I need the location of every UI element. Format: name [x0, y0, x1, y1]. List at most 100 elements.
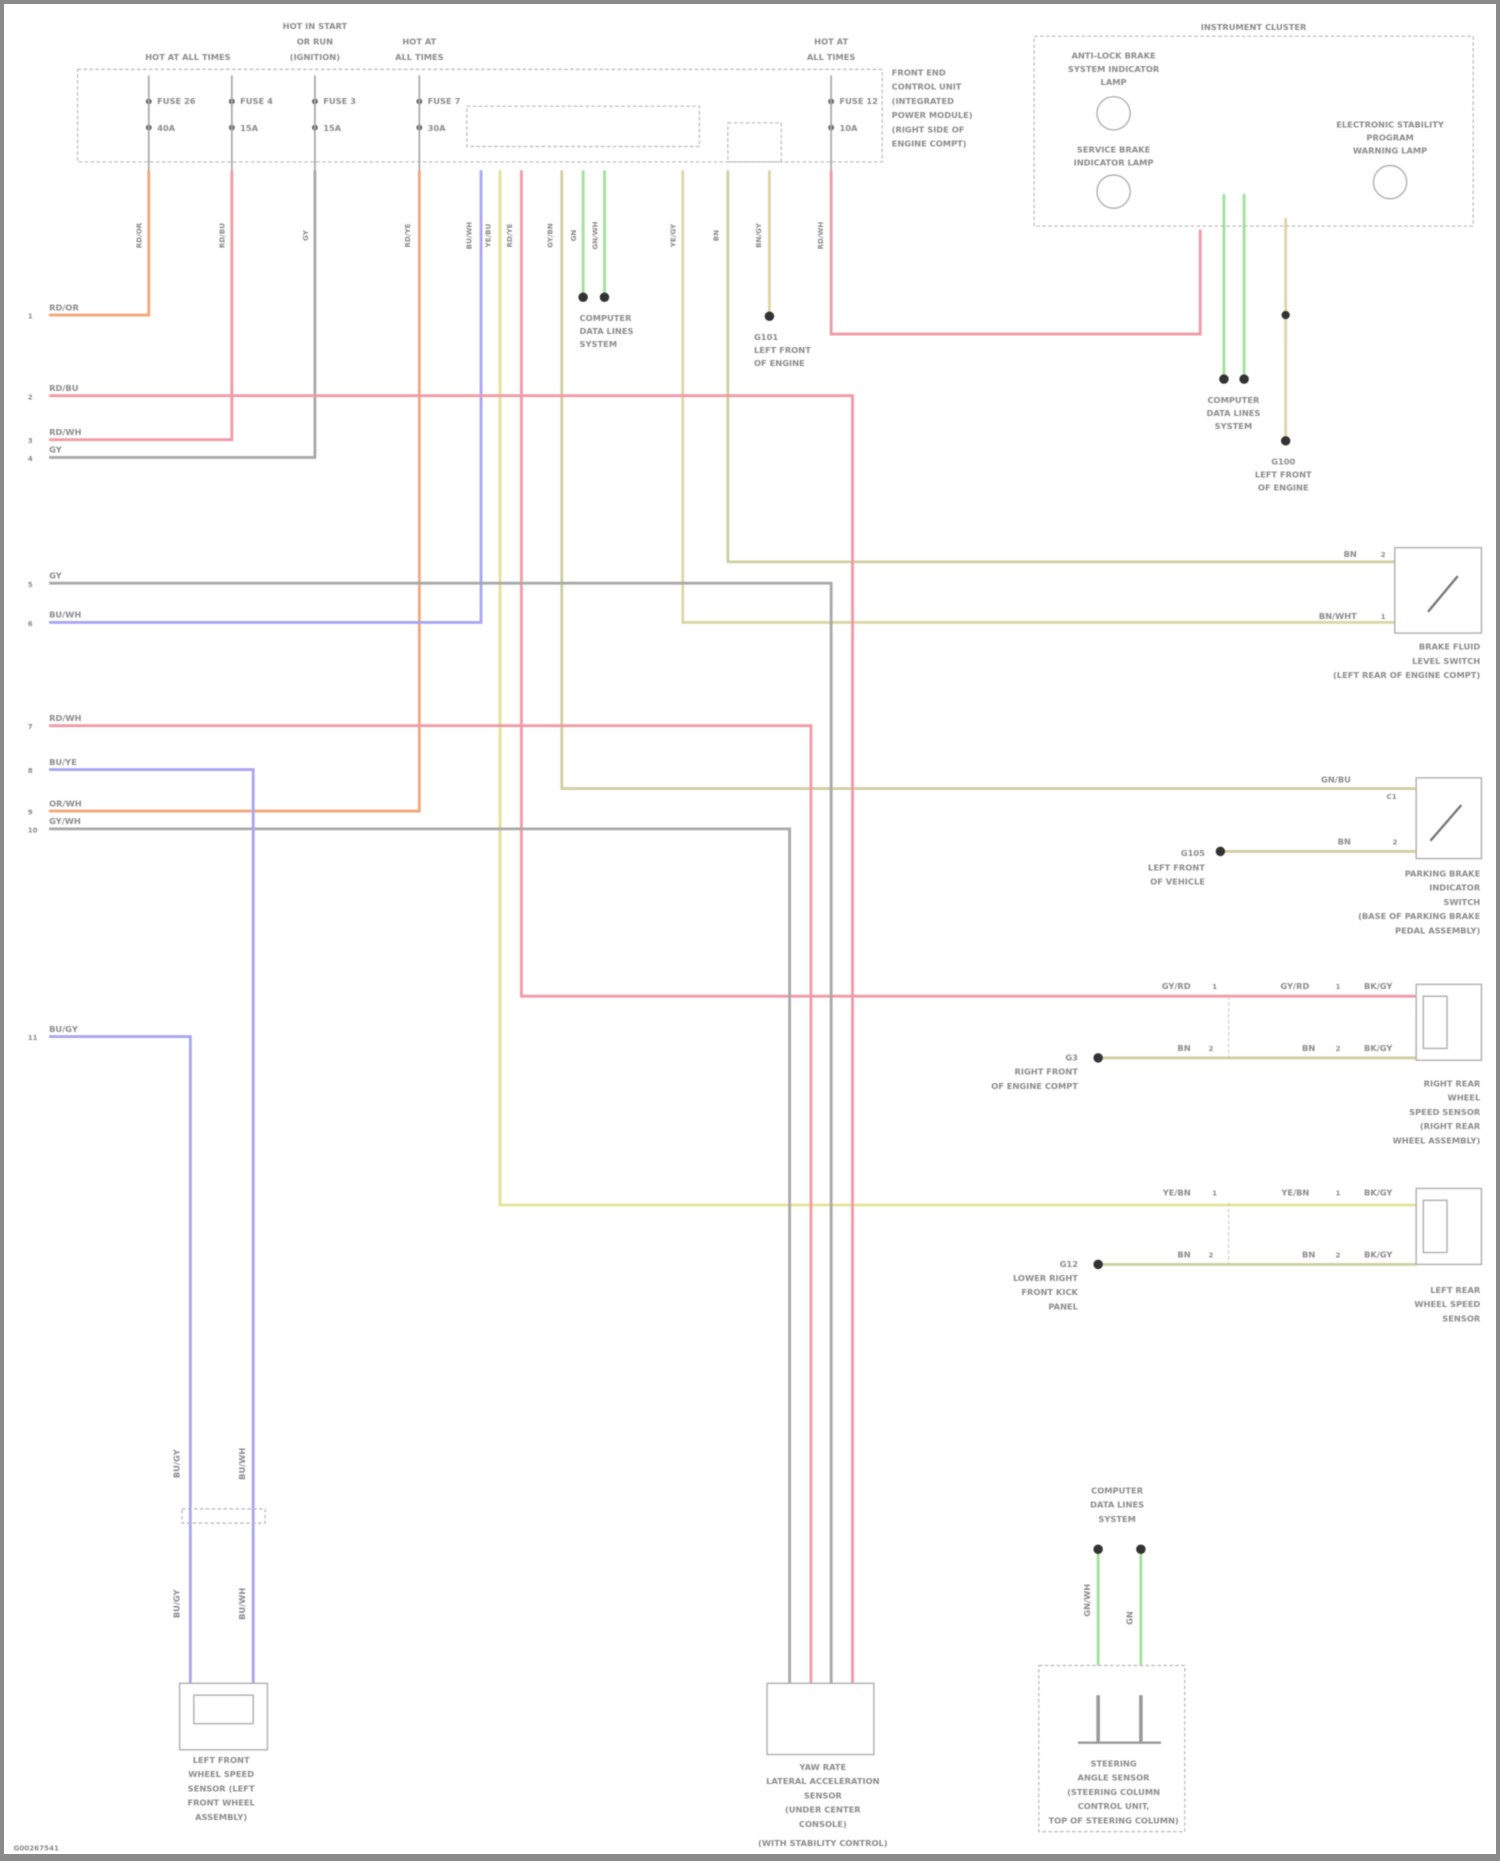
- ground-label: G3: [1065, 1052, 1078, 1062]
- wire-label: GY/WH: [49, 816, 81, 826]
- component-label: PEDAL ASSEMBLY): [1395, 925, 1480, 935]
- wire-label: RD/WH: [49, 427, 81, 437]
- ground-label: G105: [1181, 848, 1205, 858]
- wire-label: BU/GY: [49, 1024, 79, 1034]
- ground-label: FRONT KICK: [1021, 1287, 1078, 1297]
- pin-number: 11: [28, 1033, 38, 1042]
- bus-label: SYSTEM: [1098, 1514, 1136, 1524]
- esp-lamp-label: ELECTRONIC STABILITY: [1336, 120, 1445, 130]
- brake-lamp-icon: [1096, 174, 1131, 209]
- esp-lamp-icon: [1372, 164, 1408, 200]
- fuse-rating: 40A: [157, 123, 176, 133]
- bus-label: COMPUTER: [1091, 1485, 1144, 1495]
- brake-lamp-label: INDICATOR LAMP: [1074, 158, 1154, 168]
- pin-number: 4: [28, 454, 33, 463]
- cluster-title: INSTRUMENT CLUSTER: [1201, 22, 1307, 32]
- bus-label: SYSTEM: [580, 339, 618, 349]
- abs-lamp-icon: [1096, 95, 1131, 131]
- module-bus-and-ground: COMPUTER DATA LINES SYSTEM G101 LEFT FRO…: [578, 292, 811, 368]
- instrument-cluster: INSTRUMENT CLUSTER ANTI-LOCK BRAKE SYSTE…: [1033, 22, 1474, 493]
- fuse-rating: 15A: [240, 123, 259, 133]
- wire-label: GY/RD: [1280, 981, 1309, 991]
- wire-label: BK/GY: [1364, 1043, 1393, 1053]
- wire-label: GN: [1125, 1611, 1135, 1625]
- wire-label: RD/BU: [49, 383, 78, 393]
- fuse-name: FUSE 3: [323, 96, 356, 106]
- pin-number: 1: [28, 312, 33, 321]
- parking-brake-switch: GN/BU BN C1 2 G105 LEFT FRONT OF VEHICLE…: [1148, 775, 1483, 935]
- right-rear-wheel-speed-sensor: GY/RD GY/RD BK/GY BN BN BK/GY 1 1 2 2 G3…: [991, 981, 1483, 1145]
- ground-label: G12: [1060, 1259, 1079, 1269]
- ground-label: OF VEHICLE: [1150, 877, 1205, 887]
- wire-red: [49, 724, 813, 1684]
- component-label: FRONT WHEEL: [188, 1798, 256, 1808]
- component-label: STEERING: [1090, 1758, 1136, 1768]
- wire-label: BU/WH: [237, 1588, 247, 1620]
- component-label: WHEEL SPEED: [188, 1769, 254, 1779]
- pin-number: 6: [28, 619, 33, 628]
- pin-label: 2: [1209, 1250, 1214, 1259]
- wire-label: RD/OR: [135, 222, 144, 248]
- header-hot-in-run-line3: (IGNITION): [290, 52, 340, 62]
- fuse-rating: 30A: [428, 123, 447, 133]
- fuse-name: FUSE 26: [157, 96, 196, 106]
- header-hot-in-run-line1: HOT IN START: [283, 21, 348, 31]
- pin-number: 8: [28, 766, 33, 775]
- wire-blue: [49, 170, 483, 624]
- wire-label: BN: [1302, 1249, 1315, 1259]
- wire-label: GN/WH: [1082, 1584, 1092, 1617]
- wire-label: BU/WH: [465, 222, 474, 250]
- abs-lamp-label: ANTI-LOCK BRAKE: [1071, 51, 1156, 61]
- pin-label: 1: [1212, 1189, 1217, 1198]
- component-label: (RIGHT REAR: [1420, 1121, 1481, 1131]
- component-label: SENSOR: [804, 1790, 843, 1800]
- pin-label: 1: [1212, 982, 1217, 991]
- component-label: SENSOR: [1442, 1313, 1481, 1323]
- wire-label: BK/GY: [1364, 1249, 1393, 1259]
- bus-label: DATA LINES: [1206, 408, 1260, 418]
- component-label: LEFT REAR: [1430, 1285, 1481, 1295]
- wire-orange: [49, 170, 421, 813]
- wire-label: BU/WH: [237, 1448, 247, 1480]
- abs-lamp-label: SYSTEM INDICATOR: [1068, 64, 1160, 74]
- wire-label: RD/YE: [505, 223, 514, 247]
- abs-lamp-label: LAMP: [1101, 77, 1127, 87]
- ground-label: OF ENGINE COMPT: [991, 1081, 1078, 1091]
- pin-number: 9: [28, 808, 33, 817]
- wire-label: BU/GY: [172, 1448, 182, 1478]
- bus-label: DATA LINES: [1090, 1500, 1144, 1510]
- pin-label: 2: [1335, 1250, 1340, 1259]
- pin-label: 2: [1209, 1044, 1214, 1053]
- left-front-wheel-speed-sensor: BU/GY BU/GY BU/WH BU/WH LEFT FRONT WHEEL…: [172, 1448, 269, 1822]
- wire-label: RD/OR: [49, 302, 79, 312]
- wire-blue: [49, 1035, 192, 1684]
- wire-red: [829, 170, 1202, 336]
- wire-blue: [49, 768, 255, 1684]
- fem-label-2: CONTROL UNIT: [892, 82, 962, 92]
- left-rear-wheel-speed-sensor: YE/BN YE/BN BK/GY BN BN BK/GY 1 1 2 2 G1…: [1013, 1188, 1483, 1323]
- component-label: LEVEL SWITCH: [1412, 656, 1480, 666]
- pin-label: 1: [1335, 1189, 1340, 1198]
- wire-gray: [49, 827, 792, 1684]
- wire-label: GY/BN: [545, 223, 554, 248]
- brake-fluid-level-switch: BN BN/WHT 2 1 BRAKE FLUID LEVEL SWITCH (…: [1319, 546, 1483, 680]
- wire-label: GY: [49, 445, 63, 455]
- wire-label: BN: [711, 230, 720, 241]
- splice-dot: [1239, 374, 1249, 384]
- wire-label: BN: [1302, 1043, 1315, 1053]
- wire-label: BN/WHT: [1319, 611, 1357, 621]
- wire-label: RD/WH: [816, 222, 825, 250]
- yaw-rate-sensor: YAW RATE LATERAL ACCELERATION SENSOR (UN…: [758, 1682, 888, 1848]
- wire-label: YE/GY: [669, 223, 678, 248]
- wire-red: [519, 170, 1417, 998]
- component-label: PARKING BRAKE: [1405, 868, 1481, 878]
- ground-label: LEFT FRONT: [1148, 862, 1205, 872]
- pin-label: 2: [1392, 837, 1397, 846]
- header-hot-in-run-line2: OR RUN: [297, 36, 333, 46]
- pin-number: 7: [28, 722, 33, 731]
- ground-label: G100: [1271, 457, 1295, 467]
- wire-label: BK/GY: [1364, 981, 1393, 991]
- fem-label-1: FRONT END: [892, 67, 946, 77]
- wires: [49, 170, 1417, 1684]
